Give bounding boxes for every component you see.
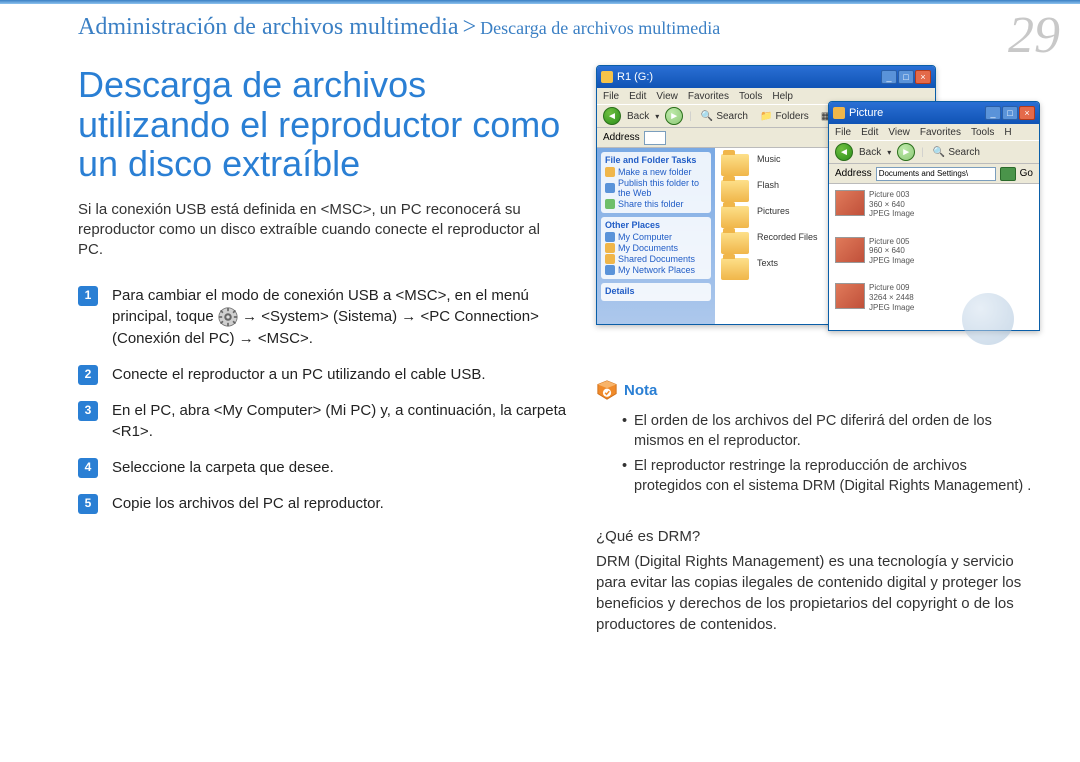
toolbar: ◄ Back▾ ► | 🔍Search bbox=[829, 140, 1039, 164]
breadcrumb-main: Administración de archivos multimedia bbox=[78, 14, 459, 40]
step-4: 4 Seleccione la carpeta que desee. bbox=[78, 457, 568, 479]
search-button[interactable]: 🔍Search bbox=[930, 146, 983, 159]
thumbnail-item[interactable]: Picture 003360 × 640JPEG Image bbox=[835, 190, 1033, 231]
minimize-button[interactable]: _ bbox=[985, 106, 1001, 120]
drm-question: ¿Qué es DRM? bbox=[596, 528, 1034, 545]
addressbar: Address Documents and Settings\ Go bbox=[829, 164, 1039, 184]
breadcrumb-sep: > bbox=[463, 14, 477, 40]
note-icon bbox=[596, 379, 618, 401]
titlebar: Picture _ □ × bbox=[829, 102, 1039, 124]
thumbnail-item[interactable]: Picture 005960 × 640JPEG Image bbox=[835, 237, 1033, 278]
menu-help[interactable]: H bbox=[1004, 127, 1011, 138]
menu-favorites[interactable]: Favorites bbox=[688, 91, 729, 102]
task-link[interactable]: Share this folder bbox=[605, 199, 707, 209]
place-link[interactable]: My Computer bbox=[605, 232, 707, 242]
note-label: Nota bbox=[624, 382, 657, 399]
menu-file[interactable]: File bbox=[835, 127, 851, 138]
tasks-heading: File and Folder Tasks bbox=[605, 155, 707, 165]
address-input[interactable]: Documents and Settings\ bbox=[876, 167, 996, 181]
menu-tools[interactable]: Tools bbox=[739, 91, 762, 102]
image-thumb-icon bbox=[835, 237, 865, 263]
folder-icon[interactable] bbox=[721, 232, 749, 254]
folder-icon bbox=[833, 107, 845, 119]
forward-button[interactable]: ► bbox=[665, 107, 683, 125]
note-item: El orden de los archivos del PC diferirá… bbox=[622, 411, 1034, 452]
details-heading: Details bbox=[605, 286, 707, 296]
close-button[interactable]: × bbox=[915, 70, 931, 84]
intro-text: Si la conexión USB está definida en <MSC… bbox=[78, 200, 568, 261]
gear-icon bbox=[218, 307, 238, 327]
drive-icon bbox=[601, 71, 613, 83]
back-button[interactable]: ◄ bbox=[603, 107, 621, 125]
image-thumb-icon bbox=[835, 190, 865, 216]
step-2: 2 Conecte el reproductor a un PC utiliza… bbox=[78, 364, 568, 386]
back-label: Back bbox=[859, 147, 881, 158]
tasks-pane: File and Folder Tasks Make a new folder … bbox=[597, 148, 715, 324]
globe-watermark-icon bbox=[962, 293, 1014, 345]
folder-icon[interactable] bbox=[721, 206, 749, 228]
menu-edit[interactable]: Edit bbox=[861, 127, 878, 138]
place-link[interactable]: My Documents bbox=[605, 243, 707, 253]
close-button[interactable]: × bbox=[1019, 106, 1035, 120]
address-input[interactable] bbox=[644, 131, 666, 145]
note-header: Nota bbox=[596, 379, 1034, 401]
step-num-badge: 1 bbox=[78, 286, 98, 306]
right-column: R1 (G:) _ □ × File Edit View Favorites T… bbox=[596, 65, 1034, 635]
folder-icon[interactable] bbox=[721, 258, 749, 280]
step-text: En el PC, abra <My Computer> (Mi PC) y, … bbox=[112, 402, 566, 441]
step-num-badge: 4 bbox=[78, 458, 98, 478]
address-label: Address bbox=[835, 168, 872, 179]
note-list: El orden de los archivos del PC diferirá… bbox=[596, 411, 1034, 496]
left-column: Descarga de archivos utilizando el repro… bbox=[78, 65, 568, 635]
window-title: R1 (G:) bbox=[617, 71, 653, 83]
page-number: 29 bbox=[1008, 6, 1060, 65]
step-3: 3 En el PC, abra <My Computer> (Mi PC) y… bbox=[78, 400, 568, 444]
step-5: 5 Copie los archivos del PC al reproduct… bbox=[78, 493, 568, 515]
drm-answer: DRM (Digital Rights Management) es una t… bbox=[596, 551, 1034, 635]
place-link[interactable]: My Network Places bbox=[605, 265, 707, 275]
menubar[interactable]: File Edit View Favorites Tools H bbox=[829, 124, 1039, 140]
titlebar: R1 (G:) _ □ × bbox=[597, 66, 935, 88]
breadcrumb-sub: Descarga de archivos multimedia bbox=[480, 18, 720, 38]
maximize-button[interactable]: □ bbox=[1002, 106, 1018, 120]
back-button[interactable]: ◄ bbox=[835, 143, 853, 161]
menu-view[interactable]: View bbox=[888, 127, 910, 138]
back-label: Back bbox=[627, 111, 649, 122]
place-link[interactable]: Shared Documents bbox=[605, 254, 707, 264]
menu-help[interactable]: Help bbox=[772, 91, 793, 102]
step-text: Conecte el reproductor a un PC utilizand… bbox=[112, 366, 486, 383]
go-label: Go bbox=[1020, 168, 1033, 179]
steps-list: 1 Para cambiar el modo de conexión USB a… bbox=[78, 285, 568, 515]
go-button[interactable] bbox=[1000, 167, 1016, 181]
menu-view[interactable]: View bbox=[656, 91, 678, 102]
folder-icon[interactable] bbox=[721, 180, 749, 202]
note-item: El reproductor restringe la reproducción… bbox=[622, 456, 1034, 497]
step-num-badge: 5 bbox=[78, 494, 98, 514]
search-button[interactable]: 🔍Search bbox=[698, 110, 751, 123]
maximize-button[interactable]: □ bbox=[898, 70, 914, 84]
step-text: Copie los archivos del PC al reproductor… bbox=[112, 495, 384, 512]
step-1: 1 Para cambiar el modo de conexión USB a… bbox=[78, 285, 568, 350]
address-label: Address bbox=[603, 132, 640, 143]
places-heading: Other Places bbox=[605, 220, 707, 230]
menu-favorites[interactable]: Favorites bbox=[920, 127, 961, 138]
step-num-badge: 2 bbox=[78, 365, 98, 385]
screenshot-illustration: R1 (G:) _ □ × File Edit View Favorites T… bbox=[596, 65, 1034, 355]
menu-tools[interactable]: Tools bbox=[971, 127, 994, 138]
step-text: Seleccione la carpeta que desee. bbox=[112, 459, 334, 476]
breadcrumb: Administración de archivos multimedia > … bbox=[0, 4, 1080, 41]
folder-icon[interactable] bbox=[721, 154, 749, 176]
step-num-badge: 3 bbox=[78, 401, 98, 421]
menu-edit[interactable]: Edit bbox=[629, 91, 646, 102]
folders-button[interactable]: 📁Folders bbox=[757, 110, 812, 123]
minimize-button[interactable]: _ bbox=[881, 70, 897, 84]
task-link[interactable]: Make a new folder bbox=[605, 167, 707, 177]
task-link[interactable]: Publish this folder to the Web bbox=[605, 178, 707, 198]
forward-button[interactable]: ► bbox=[897, 143, 915, 161]
explorer-window-picture: Picture _ □ × File Edit View Favorites T… bbox=[828, 101, 1040, 331]
image-thumb-icon bbox=[835, 283, 865, 309]
page-title: Descarga de archivos utilizando el repro… bbox=[78, 65, 568, 184]
window-title: Picture bbox=[849, 107, 883, 119]
menu-file[interactable]: File bbox=[603, 91, 619, 102]
